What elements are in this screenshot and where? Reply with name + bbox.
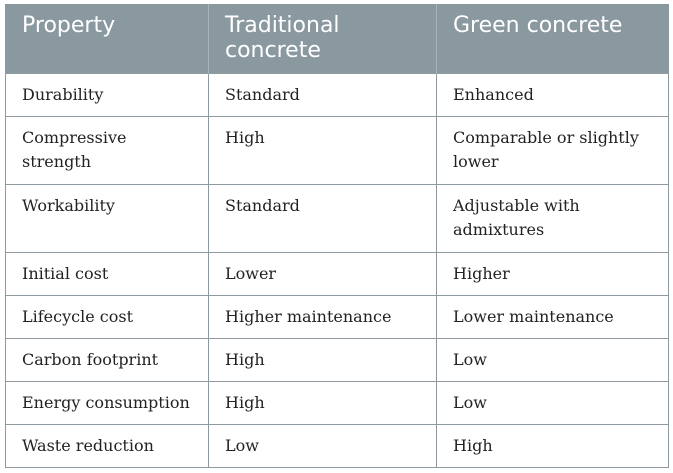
header-green-concrete: Green concrete [436,4,669,74]
table-header: Property Traditional concrete Green conc… [5,4,669,74]
table-row: Lifecycle cost Higher maintenance Lower … [5,295,669,339]
cell-traditional: High [208,338,437,382]
cell-green: Low [436,338,669,382]
table-row: Initial cost Lower Higher [5,252,669,296]
cell-property: Lifecycle cost [5,295,209,339]
cell-property: Compressive strength [5,116,209,185]
cell-traditional: Standard [208,184,437,253]
table-row: Compressive strength High Comparable or … [5,116,669,185]
cell-traditional: High [208,381,437,425]
cell-property: Waste reduction [5,424,209,468]
cell-traditional: Standard [208,73,437,117]
table-body: Durability Standard Enhanced Compressive… [5,73,669,468]
cell-green: Higher [436,252,669,296]
header-row: Property Traditional concrete Green conc… [5,4,669,74]
table-row: Workability Standard Adjustable with adm… [5,184,669,253]
cell-property: Energy consumption [5,381,209,425]
table-row: Durability Standard Enhanced [5,73,669,117]
cell-property: Carbon footprint [5,338,209,382]
table-row: Waste reduction Low High [5,424,669,468]
cell-green: Lower maintenance [436,295,669,339]
cell-green: Comparable or slightly lower [436,116,669,185]
cell-traditional: Low [208,424,437,468]
cell-property: Durability [5,73,209,117]
comparison-table: Property Traditional concrete Green conc… [5,4,669,468]
comparison-table-container: Property Traditional concrete Green conc… [5,4,669,468]
cell-green: Enhanced [436,73,669,117]
cell-traditional: Lower [208,252,437,296]
cell-traditional: Higher maintenance [208,295,437,339]
cell-property: Initial cost [5,252,209,296]
cell-property: Workability [5,184,209,253]
header-property: Property [5,4,209,74]
cell-green: High [436,424,669,468]
header-traditional-concrete: Traditional concrete [208,4,437,74]
cell-green: Low [436,381,669,425]
cell-green: Adjustable with admixtures [436,184,669,253]
table-row: Carbon footprint High Low [5,338,669,382]
cell-traditional: High [208,116,437,185]
table-row: Energy consumption High Low [5,381,669,425]
